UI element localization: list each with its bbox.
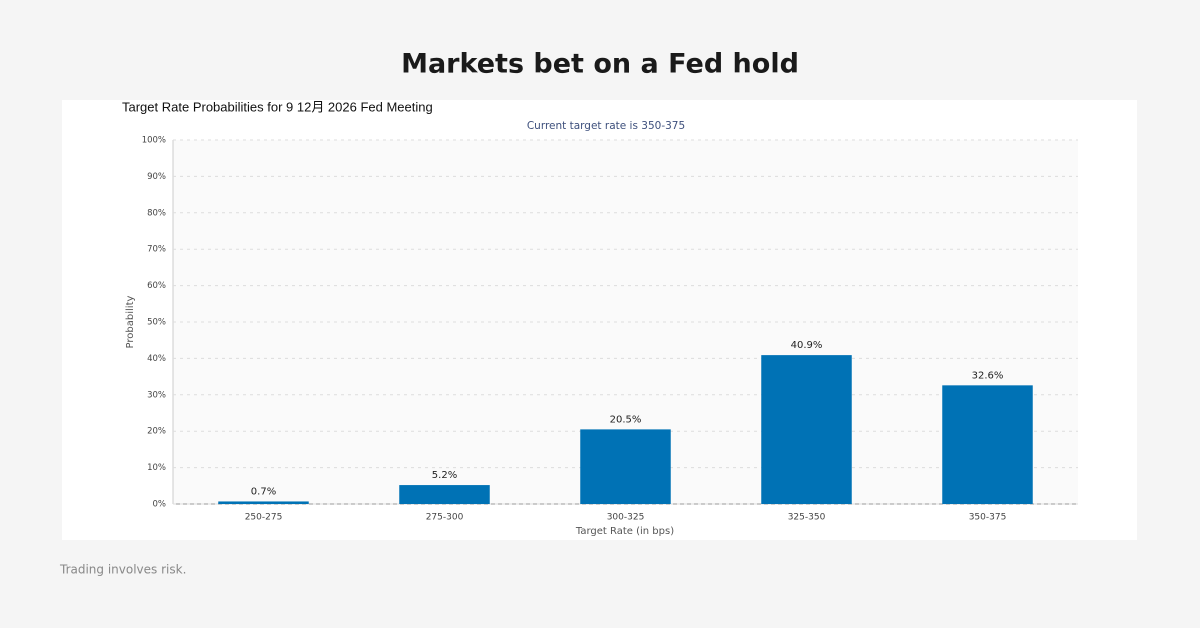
bar (761, 355, 852, 504)
y-tick-label: 30% (147, 390, 166, 400)
bar (580, 429, 671, 504)
x-tick-label: 350-375 (969, 513, 1007, 523)
y-tick-label: 50% (147, 318, 166, 328)
y-tick-label: 90% (147, 172, 166, 182)
value-label: 20.5% (610, 414, 642, 425)
x-tick-label: 325-350 (788, 513, 826, 523)
x-axis-label: Target Rate (in bps) (575, 526, 674, 537)
y-tick-label: 60% (147, 281, 166, 291)
y-tick-label: 10% (147, 463, 166, 473)
y-tick-label: 80% (147, 208, 166, 218)
y-tick-label: 40% (147, 354, 166, 364)
bar (399, 485, 490, 504)
bar (218, 501, 309, 504)
disclaimer: Trading involves risk. (59, 563, 186, 577)
headline: Markets bet on a Fed hold (401, 49, 799, 80)
y-tick-label: 0% (153, 500, 167, 510)
y-tick-label: 20% (147, 427, 166, 437)
y-tick-label: 70% (147, 245, 166, 255)
value-label: 32.6% (972, 370, 1004, 381)
x-tick-label: 250-275 (245, 513, 283, 523)
chart-title: Target Rate Probabilities for 9 12月 2026… (122, 99, 433, 114)
value-label: 40.9% (791, 340, 823, 351)
y-axis-label: Probability (125, 295, 136, 348)
y-tick-label: 100% (142, 136, 166, 146)
x-tick-label: 275-300 (426, 513, 464, 523)
x-tick-label: 300-325 (607, 513, 645, 523)
bar (942, 385, 1033, 504)
value-label: 5.2% (432, 470, 457, 481)
chart-subtitle: Current target rate is 350-375 (527, 120, 685, 132)
value-label: 0.7% (251, 486, 276, 497)
